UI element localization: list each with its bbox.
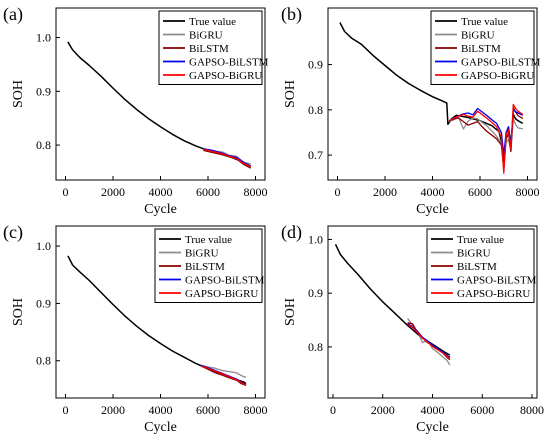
y-axis-title: SOH	[283, 80, 298, 108]
y-tick-label: 0.8	[308, 340, 323, 354]
panel-tag: (d)	[281, 222, 302, 243]
panel-tag: (b)	[281, 4, 302, 25]
x-tick-label: 0	[330, 403, 336, 417]
series-line-gapso-bigru	[407, 323, 451, 359]
x-tick-label: 6000	[468, 185, 492, 199]
panel-b: 0 2000 4000 6000 8000 0.7 0.8 0.9 Cycle SOH (b) Tru…	[281, 4, 541, 217]
legend-label: GAPSO-BiGRU	[185, 288, 258, 300]
panel-tag: (c)	[3, 222, 23, 243]
x-tick-label: 6000	[196, 403, 220, 417]
legend-label: BiGRU	[461, 30, 495, 42]
panel-d: 0 2000 4000 6000 8000 0.8 0.9 1.0 Cycle SOH (d) Tru…	[281, 222, 544, 435]
y-axis-title: SOH	[283, 298, 298, 326]
y-tick-label: 0.9	[308, 286, 323, 300]
y-axis-title: SOH	[11, 80, 26, 108]
x-tick-label: 0	[63, 185, 69, 199]
legend-label: True value	[461, 16, 508, 28]
x-tick-label: 8000	[520, 403, 544, 417]
legend-label: GAPSO-BiLSTM	[461, 57, 541, 69]
series-line-gapso-bigru	[200, 365, 247, 386]
x-axis-title: Cycle	[416, 202, 449, 217]
legend-label: BiGRU	[457, 248, 491, 260]
y-tick-label: 1.0	[36, 239, 51, 253]
legend-label: GAPSO-BiLSTM	[457, 275, 537, 287]
series-line-gapso-bigru	[203, 148, 252, 168]
x-tick-label: 4000	[421, 185, 445, 199]
legend-label: True value	[189, 16, 236, 28]
y-tick-label: 1.0	[36, 31, 51, 45]
y-tick-label: 0.8	[308, 103, 323, 117]
y-tick-label: 0.9	[308, 58, 323, 72]
x-tick-label: 4000	[421, 403, 445, 417]
x-tick-label: 2000	[373, 185, 397, 199]
y-tick-label: 0.7	[308, 148, 323, 162]
x-tick-label: 4000	[149, 403, 173, 417]
x-tick-label: 8000	[516, 185, 540, 199]
legend-label: GAPSO-BiGRU	[457, 288, 530, 300]
legend-label: GAPSO-BiGRU	[461, 70, 534, 82]
legend-label: True value	[185, 234, 232, 246]
y-tick-label: 0.8	[36, 354, 51, 368]
legend-label: BiGRU	[189, 30, 223, 42]
x-axis-title: Cycle	[144, 420, 177, 435]
series-line-true-value	[334, 243, 451, 356]
y-tick-label: 0.8	[36, 138, 51, 152]
legend-label: GAPSO-BiLSTM	[189, 57, 269, 69]
legend-label: BiGRU	[185, 248, 219, 260]
series-line-bilstm	[200, 365, 247, 387]
y-tick-label: 0.9	[36, 296, 51, 310]
legend-label: BiLSTM	[185, 261, 225, 273]
x-tick-label: 6000	[470, 403, 494, 417]
y-axis-title: SOH	[11, 298, 26, 326]
series-line-bigru	[200, 364, 247, 379]
y-tick-label: 0.9	[36, 84, 51, 98]
series-line-gapso-bigru	[448, 103, 524, 174]
legend-label: BiLSTM	[461, 43, 501, 55]
panel-a: 0 2000 4000 6000 8000 0.8 0.9 1.0 Cycle SOH (a) Tru…	[3, 4, 269, 217]
legend-label: BiLSTM	[457, 261, 497, 273]
legend-label: BiLSTM	[189, 43, 229, 55]
legend-label: GAPSO-BiGRU	[189, 70, 262, 82]
legend-label: GAPSO-BiLSTM	[185, 275, 265, 287]
x-tick-label: 0	[335, 185, 341, 199]
x-tick-label: 2000	[371, 403, 395, 417]
x-tick-label: 2000	[101, 185, 125, 199]
x-tick-label: 4000	[149, 185, 173, 199]
series-line-bilstm	[203, 149, 252, 169]
x-axis-title: Cycle	[144, 202, 177, 217]
x-tick-label: 8000	[244, 185, 268, 199]
x-tick-label: 0	[63, 403, 69, 417]
x-tick-label: 2000	[101, 403, 125, 417]
x-tick-label: 8000	[244, 403, 268, 417]
panel-tag: (a)	[3, 4, 23, 25]
x-axis-title: Cycle	[416, 420, 449, 435]
panel-c: 0 2000 4000 6000 8000 0.8 0.9 1.0 Cycle SOH (c) Tru…	[3, 222, 268, 435]
legend-label: True value	[457, 234, 504, 246]
y-tick-label: 1.0	[308, 232, 323, 246]
x-tick-label: 6000	[196, 185, 220, 199]
